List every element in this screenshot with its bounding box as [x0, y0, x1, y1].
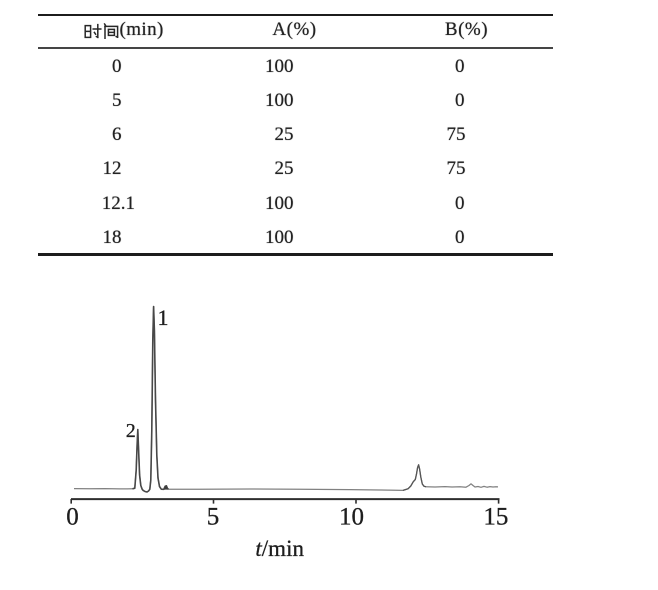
svg-text:1: 1 [158, 305, 169, 330]
svg-text:2: 2 [126, 420, 136, 442]
svg-text:0: 0 [66, 504, 79, 531]
svg-text:5: 5 [207, 504, 220, 531]
svg-text:10: 10 [339, 504, 364, 531]
svg-text:t/min: t/min [255, 536, 304, 561]
svg-text:15: 15 [483, 504, 508, 531]
